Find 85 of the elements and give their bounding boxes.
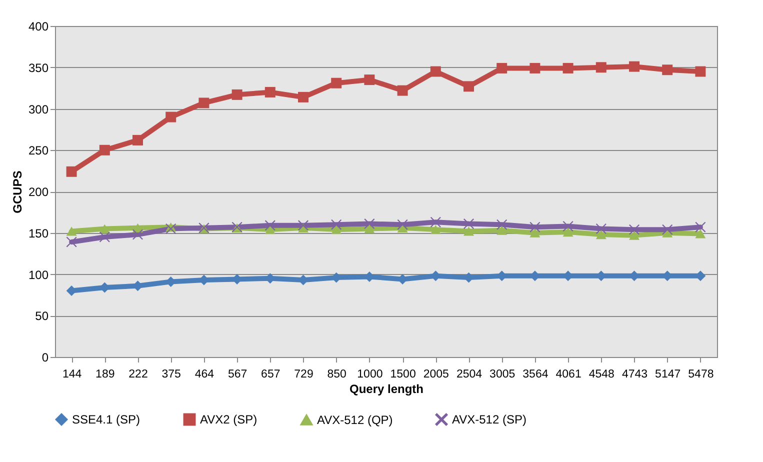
point: [662, 224, 673, 235]
point: [695, 66, 706, 77]
legend-label: AVX-512 (SP): [452, 412, 526, 427]
point: [66, 166, 77, 177]
point: [264, 220, 276, 231]
y-tick-label: 50: [35, 309, 49, 324]
point: [464, 81, 474, 92]
point: [596, 62, 606, 73]
point: [298, 92, 308, 102]
point: [264, 225, 276, 234]
x-tick-label: 850: [327, 368, 346, 380]
point: [166, 112, 176, 122]
y-tick-label: 250: [28, 144, 49, 158]
x-tick-label: 2504: [456, 368, 483, 380]
y-tick-label: 100: [28, 268, 49, 282]
point: [364, 224, 375, 234]
point: [132, 229, 143, 240]
point: [397, 85, 408, 96]
point: [430, 216, 441, 228]
point: [430, 225, 441, 234]
point: [198, 98, 210, 108]
x-tick-label: 1500: [390, 368, 416, 380]
x-tick-label: 2005: [423, 368, 449, 380]
point: [496, 62, 508, 74]
point: [264, 86, 276, 98]
point: [530, 228, 540, 238]
point: [298, 220, 308, 231]
x-tick-label: 567: [228, 368, 248, 380]
y-tick-label: 300: [28, 102, 49, 116]
legend-label: SSE4.1 (SP): [72, 412, 140, 427]
x-tick-label: 729: [294, 368, 314, 380]
point: [629, 230, 640, 240]
x-axis-title: Query length: [349, 382, 424, 396]
point: [364, 74, 375, 86]
point: [695, 222, 706, 232]
x-tick-label: 5478: [688, 368, 714, 380]
point: [662, 64, 673, 76]
point: [695, 229, 706, 238]
x-tick-label: 4061: [556, 368, 582, 380]
point: [562, 62, 574, 74]
point: [99, 224, 110, 234]
x-tick-label: 657: [261, 368, 280, 380]
point: [331, 225, 342, 234]
x-tick-label: 4548: [588, 368, 614, 380]
y-tick-label: 200: [28, 185, 49, 199]
point: [496, 226, 508, 235]
y-tick-label: 150: [28, 226, 49, 240]
y-tick-label: 350: [28, 60, 49, 75]
point: [629, 61, 640, 72]
y-tick-label: 400: [28, 20, 49, 34]
x-tick-label: 3564: [522, 368, 549, 380]
point: [232, 89, 242, 100]
legend-label: AVX-512 (QP): [317, 412, 393, 427]
x-tick-label: 1000: [357, 368, 383, 380]
point: [496, 219, 508, 230]
y-axis-title: GCUPS: [10, 170, 24, 214]
point: [596, 230, 606, 240]
point: [562, 228, 574, 237]
point: [99, 144, 110, 156]
point: [66, 236, 77, 248]
y-tick-label: 0: [42, 350, 49, 364]
point: [397, 219, 408, 230]
x-tick-label: 464: [194, 368, 215, 380]
legend-label: AVX2 (SP): [200, 412, 258, 427]
point: [331, 78, 342, 88]
point: [331, 219, 342, 230]
x-tick-label: 222: [128, 368, 148, 380]
x-tick-label: 3005: [490, 368, 516, 380]
point: [99, 232, 110, 242]
x-tick-label: 4743: [622, 368, 648, 380]
point: [530, 222, 540, 232]
point: [629, 224, 640, 235]
x-tick-label: 144: [62, 368, 82, 380]
point: [562, 221, 574, 232]
point: [132, 134, 143, 146]
point: [464, 226, 474, 236]
point: [364, 218, 375, 230]
point: [66, 226, 77, 236]
point: [530, 62, 540, 74]
x-tick-label: 189: [96, 368, 115, 380]
x-tick-label: 375: [162, 368, 181, 380]
point: [430, 66, 441, 77]
point: [596, 223, 606, 234]
x-tick-label: 5147: [655, 368, 681, 380]
point: [464, 218, 474, 230]
